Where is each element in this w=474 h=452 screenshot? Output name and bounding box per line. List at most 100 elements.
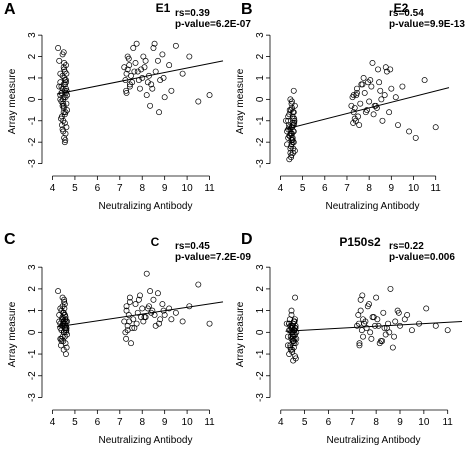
- x-tick-label: 7: [350, 417, 356, 428]
- stat-annotation: p-value=9.9E-13: [389, 19, 465, 30]
- y-tick-label: 2: [255, 53, 266, 59]
- data-point: [408, 327, 415, 334]
- data-point: [179, 70, 186, 77]
- data-point: [160, 75, 167, 81]
- data-point: [354, 85, 360, 92]
- data-point: [161, 94, 168, 101]
- y-axis-label: Array measure: [235, 301, 246, 367]
- panel-letter: B: [241, 1, 253, 18]
- data-point: [149, 85, 156, 92]
- data-point: [130, 45, 137, 51]
- data-point: [124, 66, 131, 73]
- data-point: [367, 329, 374, 336]
- data-point: [130, 316, 137, 323]
- data-point: [128, 72, 134, 79]
- data-point: [289, 109, 296, 116]
- y-tick-label: 3: [255, 264, 266, 270]
- data-point: [168, 316, 175, 323]
- data-point: [123, 303, 130, 310]
- data-point: [143, 270, 150, 277]
- data-point: [381, 92, 388, 99]
- data-point: [291, 335, 298, 342]
- data-point: [138, 66, 145, 73]
- y-tick-label: 1: [255, 307, 266, 313]
- data-point: [392, 318, 399, 325]
- x-axis-label: Neutralizing Antibody: [99, 435, 193, 446]
- x-tick-label: 5: [72, 417, 78, 428]
- data-point: [206, 92, 213, 99]
- data-point: [144, 79, 151, 86]
- data-point: [61, 119, 68, 126]
- trend-line: [284, 87, 450, 130]
- x-axis-label: Neutralizing Antibody: [327, 435, 421, 446]
- x-tick-label: 6: [322, 183, 328, 194]
- data-point: [432, 322, 439, 329]
- x-tick-label: 10: [182, 417, 194, 428]
- stat-annotation: rs=0.39: [175, 8, 210, 19]
- x-tick-label: 10: [408, 183, 420, 194]
- y-tick-label: -1: [27, 116, 38, 125]
- data-point: [126, 298, 133, 305]
- x-axis-label: Neutralizing Antibody: [99, 201, 193, 212]
- x-tick-label: 5: [72, 183, 78, 194]
- data-point: [60, 100, 67, 107]
- data-point: [367, 77, 374, 84]
- data-point: [147, 102, 154, 109]
- data-point: [379, 117, 386, 124]
- data-point: [350, 92, 357, 99]
- data-point: [288, 137, 295, 143]
- y-tick-label: -3: [255, 393, 266, 402]
- data-point: [55, 288, 62, 295]
- data-point: [148, 81, 155, 88]
- data-point: [287, 145, 294, 152]
- data-point: [374, 316, 381, 323]
- data-point: [387, 66, 394, 73]
- data-point: [137, 292, 143, 299]
- data-point: [132, 60, 139, 66]
- data-point: [364, 303, 371, 310]
- x-tick-label: 9: [389, 183, 395, 194]
- data-point: [385, 320, 392, 327]
- data-point: [134, 68, 141, 75]
- data-point: [58, 327, 65, 334]
- data-point: [62, 130, 69, 137]
- data-point: [369, 314, 376, 321]
- data-point: [139, 305, 146, 312]
- data-point: [360, 75, 367, 81]
- data-point: [290, 340, 297, 347]
- data-point: [150, 45, 157, 51]
- data-point: [358, 81, 365, 88]
- data-point: [142, 314, 149, 321]
- data-point: [356, 122, 363, 128]
- data-point: [55, 45, 62, 51]
- data-point: [132, 301, 139, 308]
- data-point: [354, 322, 361, 329]
- x-axis-label: Neutralizing Antibody: [326, 201, 420, 212]
- data-point: [59, 85, 66, 92]
- data-point: [395, 122, 401, 128]
- data-point: [363, 325, 370, 331]
- x-tick-label: 8: [366, 183, 372, 194]
- y-tick-label: 1: [27, 307, 38, 313]
- data-point: [154, 290, 161, 297]
- data-point: [152, 68, 159, 75]
- y-tick-label: -3: [27, 159, 38, 168]
- data-point: [377, 87, 384, 94]
- y-axis-label: Array measure: [7, 301, 18, 367]
- x-tick-label: 11: [204, 417, 215, 428]
- data-point: [150, 296, 157, 303]
- x-tick-label: 11: [430, 183, 441, 194]
- data-point: [166, 305, 173, 312]
- data-point: [380, 309, 387, 316]
- data-point: [366, 98, 373, 105]
- data-point: [289, 333, 296, 340]
- data-point: [421, 77, 428, 84]
- data-point: [423, 305, 430, 312]
- data-point: [357, 100, 364, 107]
- y-tick-label: 1: [27, 75, 38, 81]
- x-tick-label: 6: [95, 183, 101, 194]
- data-point: [60, 338, 67, 344]
- data-point: [186, 53, 193, 60]
